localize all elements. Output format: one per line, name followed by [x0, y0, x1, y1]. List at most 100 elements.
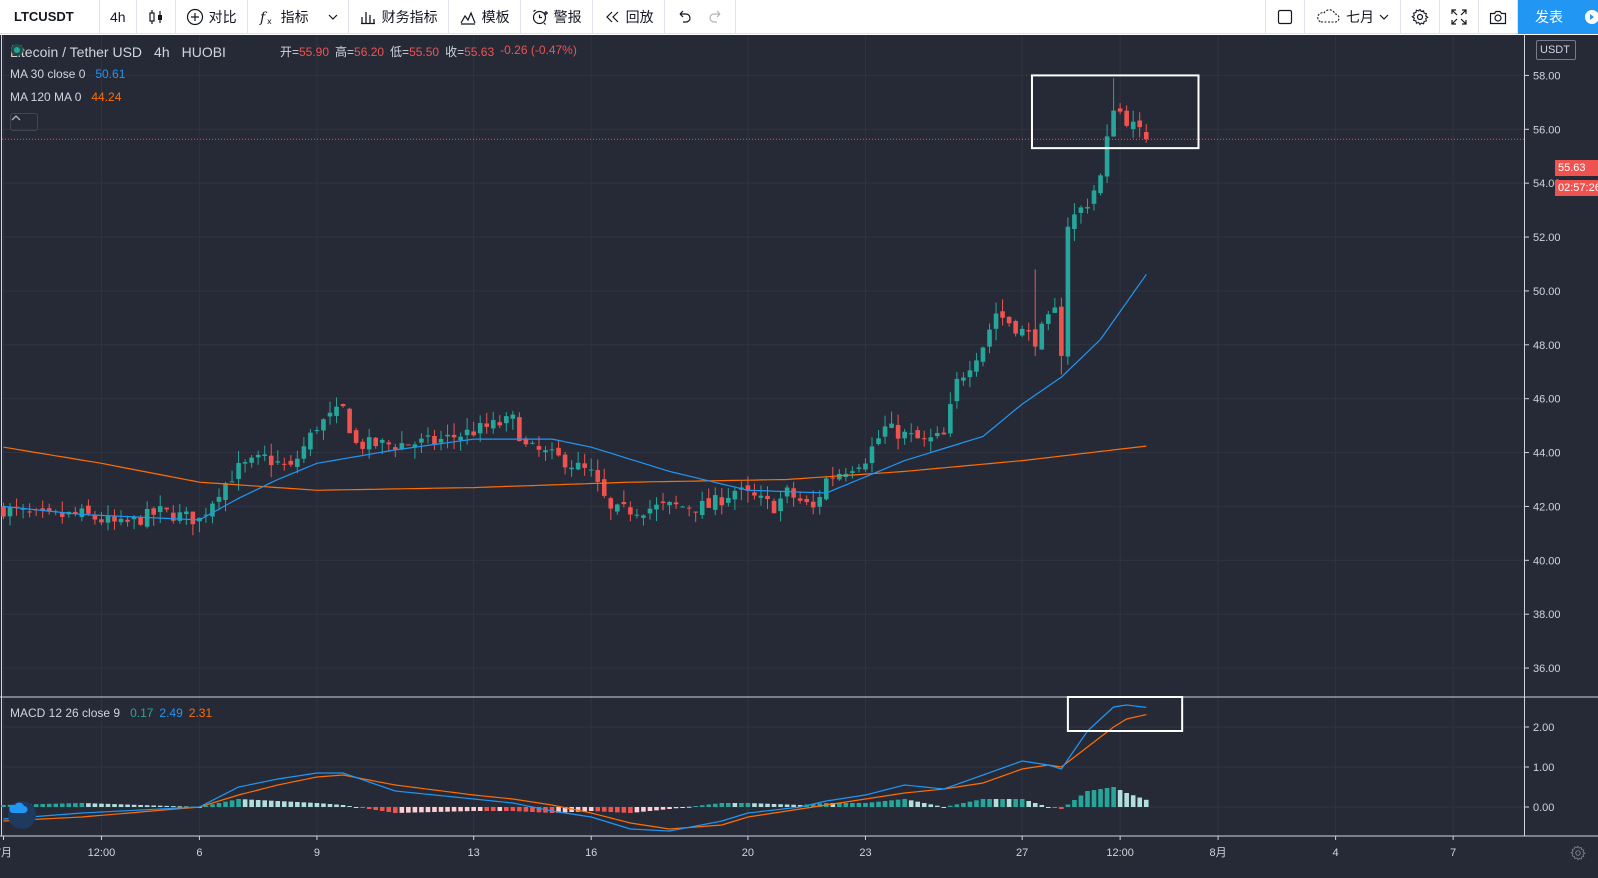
macd-histogram-bar [712, 803, 718, 807]
macd-histogram-bar [1019, 799, 1025, 807]
macd-histogram-bar [144, 805, 150, 807]
candle-body [562, 454, 568, 468]
macd-histogram-bar [948, 805, 953, 807]
ohlc-low-value: 55.50 [409, 45, 440, 59]
axis-settings-button[interactable] [1570, 845, 1590, 865]
undo-icon[interactable] [675, 8, 693, 26]
fullscreen-button[interactable] [1440, 0, 1479, 34]
rewind-icon [603, 8, 621, 26]
macd-histogram-bar [164, 805, 170, 807]
cloud-icon [1315, 8, 1341, 26]
layout-button[interactable] [1265, 0, 1305, 34]
macd-histogram-bar [1130, 795, 1136, 807]
macd-histogram-bar [588, 807, 594, 811]
macd-histogram-bar [366, 807, 372, 809]
macd-histogram-bar [726, 803, 731, 807]
settings-button[interactable] [1401, 0, 1440, 34]
screenshot-button[interactable] [1479, 0, 1518, 34]
macd-histogram-bar [1111, 787, 1116, 807]
toolbar-right-group: 七月 发表 [1265, 0, 1598, 34]
candle-body [902, 431, 907, 439]
macd-histogram-bar [46, 803, 52, 807]
templates-button[interactable]: 模板 [449, 0, 521, 34]
macd-histogram-bar [360, 807, 365, 808]
candle-body [628, 507, 633, 515]
collapse-legend-button[interactable] [10, 113, 38, 131]
svg-text:x: x [267, 17, 272, 26]
macd-legend[interactable]: MACD 12 26 close 9 0.17 2.49 2.31 [10, 706, 212, 720]
candle-body [184, 511, 189, 515]
financials-button[interactable]: 财务指标 [349, 0, 449, 34]
macd-histogram-bar [281, 801, 287, 807]
chevron-down-icon [1379, 8, 1389, 26]
redo-icon[interactable] [707, 8, 725, 26]
candle-body [556, 447, 561, 456]
time-tick-label: 16 [585, 847, 597, 859]
chart-area[interactable]: 58.00 56.00 54.00 52.00 50.00 48.00 46.00 44.00… [0, 35, 1598, 878]
candle-body [229, 481, 235, 483]
theme-button[interactable]: 七月 [1305, 0, 1401, 34]
macd-histogram-bar [934, 805, 940, 807]
macd-histogram-bar [699, 805, 705, 807]
macd-histogram-bar [647, 807, 653, 811]
interval-button[interactable]: 4h [100, 0, 137, 34]
chart-canvas[interactable]: 58.00 56.00 54.00 52.00 50.00 48.00 46.00 44.00… [0, 35, 1598, 878]
candle-body [948, 404, 953, 434]
macd-histogram-bar [1006, 799, 1012, 807]
candle-body [288, 460, 294, 465]
publish-button[interactable]: 发表 [1518, 0, 1580, 34]
candle-body [301, 446, 307, 459]
candle-body [92, 515, 98, 520]
candle-body [719, 497, 725, 506]
candle-body [40, 508, 45, 511]
ma30-legend[interactable]: MA 30 close 0 50.61 [10, 67, 125, 81]
macd-histogram-bar [889, 800, 894, 807]
compare-button[interactable]: 对比 [176, 0, 248, 34]
currency-text: USDT [1540, 44, 1570, 56]
candle-body [934, 433, 940, 437]
candle-body [693, 511, 698, 513]
macd-histogram-bar [118, 804, 124, 807]
candle-body [118, 518, 124, 523]
candle-body [869, 446, 875, 464]
macd-histogram-bar [608, 807, 614, 812]
price-tick-label: 42.00 [1533, 501, 1561, 513]
macd-histogram-bar [921, 803, 927, 807]
alert-button[interactable]: 警报 [521, 0, 593, 34]
candle-body [151, 508, 156, 515]
candle-body [863, 463, 868, 470]
candle-body [203, 514, 209, 516]
tradingview-logo[interactable] [8, 801, 36, 829]
macd-histogram-bar [758, 803, 764, 807]
macd-histogram-bar [438, 807, 444, 812]
macd-histogram-bar [379, 807, 385, 811]
more-button[interactable] [1580, 0, 1598, 34]
replay-button[interactable]: 回放 [593, 0, 665, 34]
ma30-value: 50.61 [95, 67, 126, 81]
candle-body [889, 423, 894, 428]
macd-histogram-bar [549, 807, 555, 813]
replay-label: 回放 [625, 8, 654, 25]
candle-body [268, 455, 274, 466]
candle-body [575, 462, 581, 470]
macd-histogram-bar [856, 803, 862, 807]
alert-label: 警报 [553, 8, 582, 25]
symbol-search-button[interactable]: LTCUSDT [0, 0, 100, 34]
candle-body [1, 506, 6, 517]
candle-body [778, 498, 783, 512]
legend-title: Litecoin / Tether USD [10, 43, 143, 60]
price-tick-label: 38.00 [1533, 609, 1561, 621]
macd-histogram-bar [451, 807, 457, 812]
candle-body [830, 477, 836, 479]
camera-icon [1489, 8, 1507, 26]
ohlc-values: 开=55.90 高=56.20 低=55.50 收=55.63 -0.26 (-… [280, 43, 577, 60]
candle-body [530, 442, 535, 444]
candle-body [712, 495, 718, 510]
candle-body [412, 444, 418, 448]
macd-histogram-bar [641, 807, 646, 812]
ma120-legend[interactable]: MA 120 MA 0 44.24 [10, 90, 121, 104]
macd-histogram-bar [621, 807, 627, 813]
chart-type-button[interactable] [137, 0, 176, 34]
